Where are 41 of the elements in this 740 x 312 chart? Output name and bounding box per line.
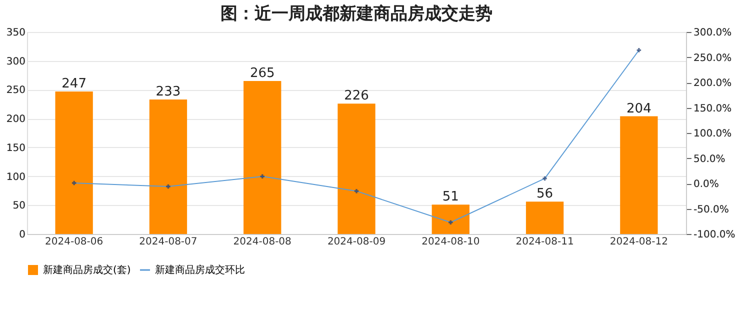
y-tick-label: 150 [6,142,26,154]
data-label: 56 [536,186,554,202]
x-tick-label: 2024-08-12 [610,236,668,248]
y-tick-label: 0 [19,230,26,240]
x-tick-label: 2024-08-08 [233,236,292,248]
data-label: 51 [442,190,459,205]
data-label: 247 [62,76,86,92]
y2-tick-label: 250.0% [694,52,732,64]
y2-tick-label: -50.0% [694,204,729,216]
y2-tick-label: -100.0% [694,230,736,240]
x-tick-label: 2024-08-10 [422,236,480,248]
bar [338,104,376,234]
x-tick-label: 2024-08-09 [327,236,386,248]
y2-tick-label: 50.0% [694,154,726,165]
bar [526,202,564,234]
x-tick-label: 2024-08-06 [45,236,104,248]
y-tick-label: 250 [6,85,26,96]
y-tick-label: 350 [6,28,26,38]
y-tick-label: 100 [6,172,26,183]
y2-tick-label: 300.0% [694,28,732,38]
data-label: 204 [626,101,652,116]
y-tick-label: 300 [6,56,26,68]
data-label: 226 [344,88,369,104]
y2-tick-label: 100.0% [694,128,732,140]
data-label: 233 [156,84,181,100]
bar [55,91,93,234]
chart-title: 图：近一周成都新建商品房成交走势 [220,4,492,24]
bar [432,204,470,234]
data-label: 265 [250,66,275,82]
y2-tick-label: 150.0% [694,103,732,114]
x-tick-label: 2024-08-11 [516,236,574,248]
y2-tick-label: 0.0% [694,179,719,190]
bar [244,81,282,234]
x-tick-label: 2024-08-07 [139,236,198,248]
y-tick-label: 50 [12,200,26,212]
y-tick-label: 200 [6,114,26,126]
legend-label: 新建商品房成交环比 [155,264,245,276]
bar [620,116,658,234]
legend-label: 新建商品房成交(套) [43,264,131,276]
bar [149,100,188,234]
y2-tick-label: 200.0% [694,78,732,89]
